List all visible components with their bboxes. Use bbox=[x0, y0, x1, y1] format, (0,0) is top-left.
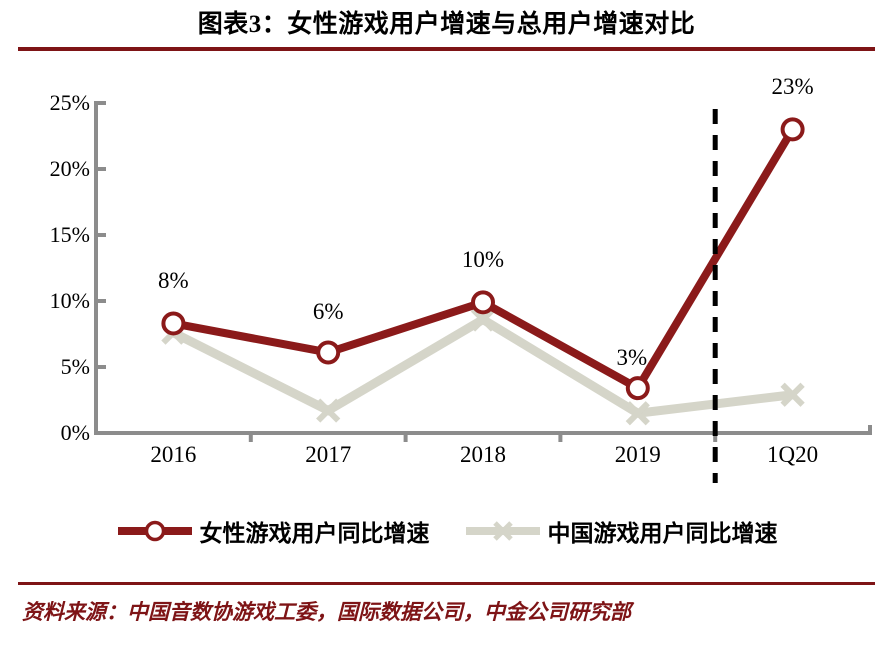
data-point-marker[interactable] bbox=[316, 340, 341, 365]
y-tick-marks bbox=[96, 167, 106, 369]
y-tick-label: 25% bbox=[49, 90, 90, 115]
series-layer bbox=[161, 117, 805, 426]
series-line bbox=[171, 314, 794, 418]
data-point-marker[interactable] bbox=[780, 382, 805, 407]
title-divider-rule bbox=[18, 47, 875, 51]
series-china bbox=[161, 307, 805, 426]
data-label: 6% bbox=[312, 299, 344, 325]
legend-label-china: 中国游戏用户同比增速 bbox=[547, 521, 778, 546]
source-note: 资料来源：中国音数协游戏工委，国际数据公司，中金公司研究部 bbox=[22, 600, 631, 624]
chart-legend: 女性游戏用户同比增速 中国游戏用户同比增速 bbox=[0, 505, 893, 557]
y-axis-labels: 0% 5% 10% 15% 20% 25% bbox=[20, 56, 90, 496]
data-label: 3% bbox=[616, 345, 648, 371]
y-tick-label: 20% bbox=[49, 156, 90, 181]
data-point-marker[interactable] bbox=[316, 398, 341, 423]
x-tick-label: 2019 bbox=[614, 442, 661, 467]
x-tick-label: 2018 bbox=[460, 442, 506, 467]
page-title: 图表3：女性游戏用户增速与总用户增速对比 bbox=[197, 11, 696, 38]
axis-line bbox=[94, 101, 872, 435]
data-point-marker[interactable] bbox=[471, 290, 495, 315]
legend-label-female: 女性游戏用户同比增速 bbox=[199, 521, 430, 546]
data-point-marker[interactable] bbox=[625, 401, 650, 426]
y-tick-label: 5% bbox=[60, 354, 90, 379]
data-label: 10% bbox=[461, 247, 505, 273]
y-tick-label: 15% bbox=[49, 222, 90, 247]
data-point-marker[interactable] bbox=[161, 311, 186, 336]
x-tick-label: 2017 bbox=[305, 442, 352, 467]
x-marker-icon bbox=[465, 521, 540, 541]
source-divider-rule bbox=[18, 582, 875, 585]
data-point-marker[interactable] bbox=[625, 376, 650, 401]
x-tick-label: 1Q20 bbox=[767, 442, 819, 467]
x-tick-label: 2016 bbox=[150, 442, 197, 467]
chart-canvas bbox=[94, 101, 872, 483]
data-point-marker[interactable] bbox=[470, 307, 496, 332]
y-tick-label: 0% bbox=[60, 420, 90, 445]
legend-item-female[interactable]: 女性游戏用户同比增速 bbox=[116, 514, 430, 548]
data-label: 23% bbox=[771, 74, 814, 100]
series-female bbox=[161, 117, 805, 401]
circle-marker-icon bbox=[117, 520, 192, 542]
chart-plot-area: 0% 5% 10% 15% 20% 25% 2016 2017 2018 2019 1Q20 8%… bbox=[0, 56, 893, 496]
data-point-marker[interactable] bbox=[780, 117, 805, 142]
data-label: 8% bbox=[158, 268, 189, 294]
legend-item-china[interactable]: 中国游戏用户同比增速 bbox=[464, 514, 778, 548]
y-tick-label: 10% bbox=[49, 288, 90, 313]
